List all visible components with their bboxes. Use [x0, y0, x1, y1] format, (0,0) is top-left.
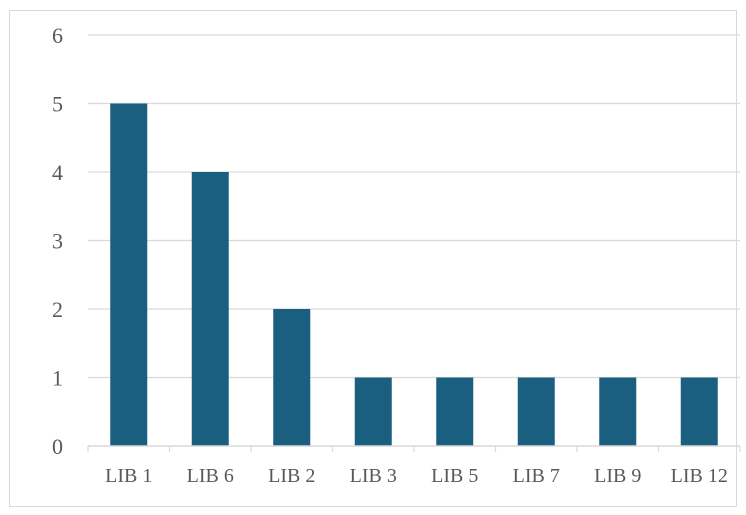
x-tick-label-lib-3: LIB 3	[350, 465, 397, 487]
x-tick-label-lib-1: LIB 1	[105, 465, 152, 487]
bar-lib-7	[517, 377, 555, 446]
bar-lib-6	[191, 172, 229, 446]
bar-lib-3	[354, 377, 392, 446]
x-tick-label-lib-5: LIB 5	[431, 465, 478, 487]
y-tick-label-1: 1	[52, 366, 63, 391]
x-tick-label-lib-7: LIB 7	[513, 465, 560, 487]
bar-lib-12	[680, 377, 718, 446]
y-tick-label-0: 0	[52, 434, 63, 459]
bar-lib-1	[110, 103, 148, 446]
x-tick-label-lib-6: LIB 6	[187, 465, 234, 487]
x-tick-labels: LIB 1 LIB 6 LIB 2 LIB 3 LIB 5 LIB 7 LIB 9 LIB 1…	[105, 465, 728, 487]
x-tick-label-lib-12: LIB 12	[671, 465, 728, 487]
y-tick-label-3: 3	[52, 229, 63, 254]
gridlines	[88, 34, 740, 379]
bar-lib-9	[599, 377, 637, 446]
y-tick-label-5: 5	[52, 92, 63, 117]
x-tick-label-lib-9: LIB 9	[594, 465, 641, 487]
bars	[110, 103, 718, 446]
y-tick-label-4: 4	[52, 160, 63, 185]
y-tick-labels: 0 1 2 3 4 5 6	[52, 23, 63, 459]
bar-lib-2	[273, 309, 311, 446]
bar-lib-5	[436, 377, 474, 446]
x-tick-label-lib-2: LIB 2	[268, 465, 315, 487]
x-axis	[87, 445, 741, 452]
y-tick-label-6: 6	[52, 23, 63, 48]
y-tick-label-2: 2	[52, 297, 63, 322]
